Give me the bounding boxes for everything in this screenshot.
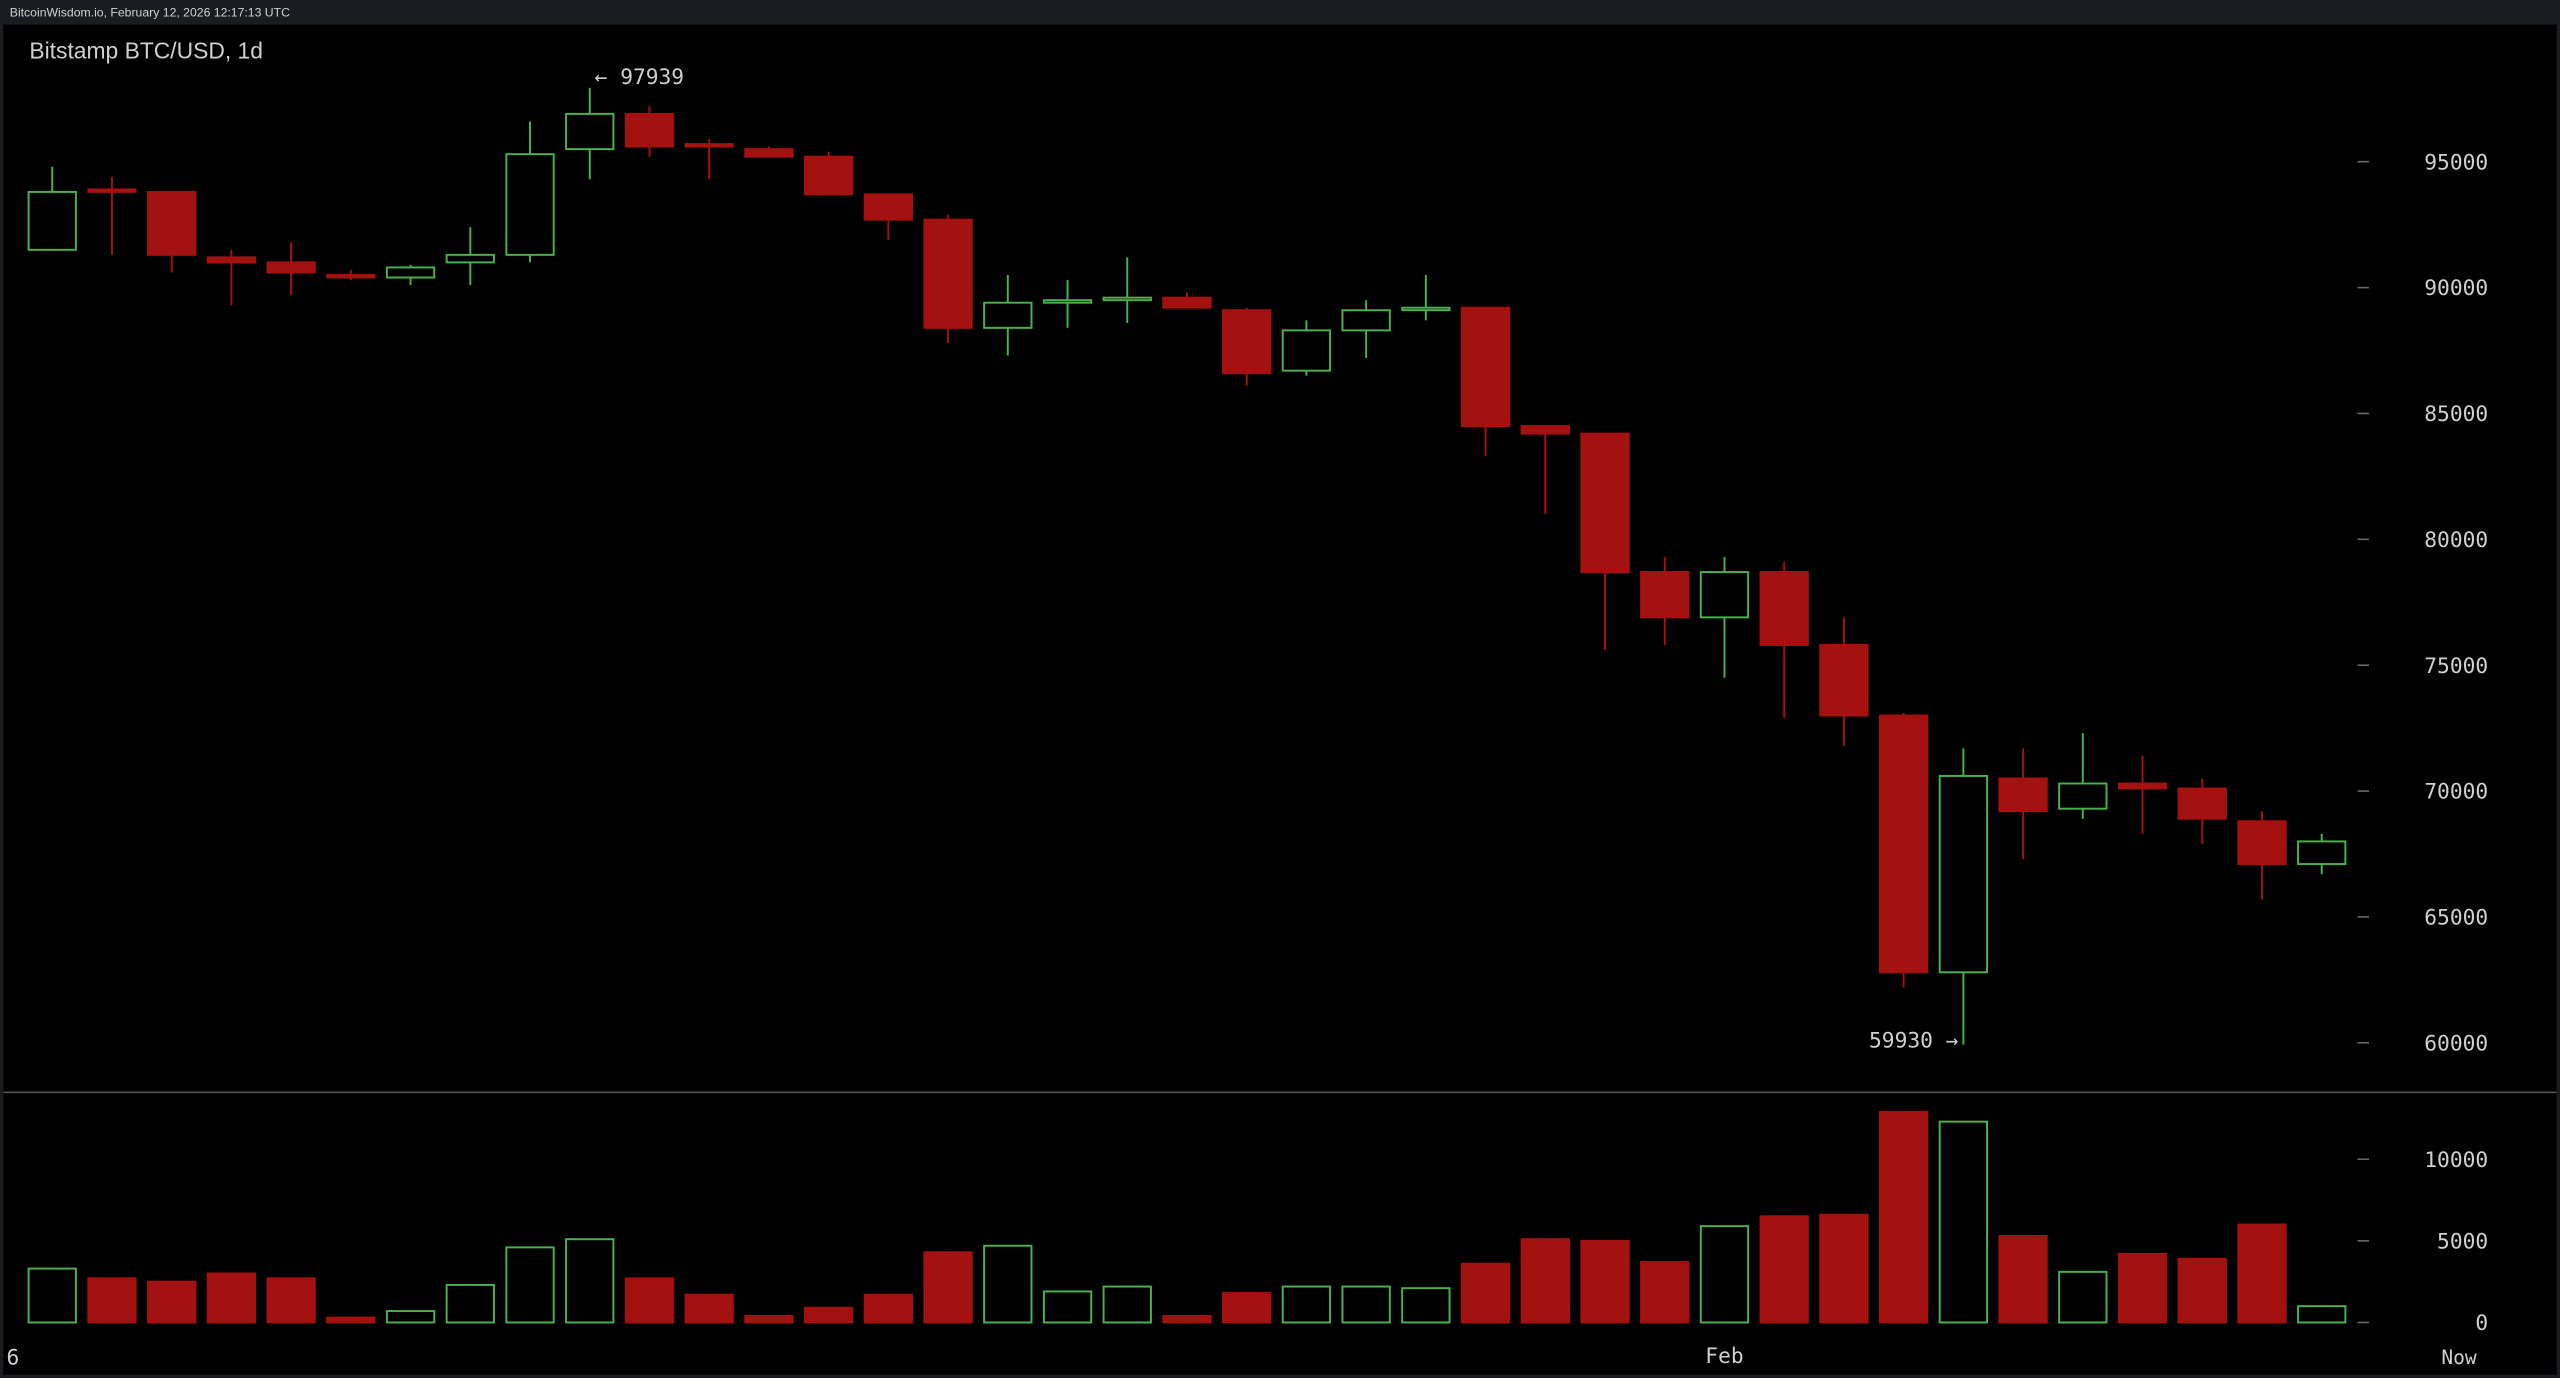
volume-bar	[1699, 1225, 1750, 1324]
candle-body	[2177, 787, 2227, 820]
volume-bar	[1938, 1120, 1989, 1324]
volume-bar	[206, 1272, 257, 1324]
volume-bar	[2117, 1252, 2168, 1324]
candle-body	[1102, 296, 1152, 302]
volume-bar	[326, 1316, 376, 1324]
header: BitcoinWisdom.io, February 12, 2026 12:1…	[10, 5, 290, 19]
volume-bar	[1878, 1110, 1929, 1324]
candle-body	[1759, 571, 1809, 647]
volume-bar	[1102, 1285, 1152, 1324]
low-annotation: 59930 →	[1869, 1028, 1959, 1053]
volume-bar	[565, 1238, 615, 1324]
candle-body	[1222, 309, 1272, 375]
volume-bar	[27, 1267, 77, 1324]
candle-body	[863, 193, 914, 221]
y-tick-label: 95000	[2424, 150, 2488, 175]
volume-bar	[803, 1306, 854, 1324]
volume-bar	[385, 1310, 436, 1324]
candle-body	[1042, 299, 1093, 304]
candle-body	[206, 256, 257, 264]
candle-body	[1162, 296, 1212, 309]
volume-bar	[983, 1244, 1033, 1324]
volume-bar	[2237, 1223, 2287, 1324]
y-tick-label: 90000	[2424, 276, 2488, 301]
volume-bar	[744, 1314, 794, 1324]
volume-bar	[147, 1280, 197, 1324]
candle-body	[326, 274, 376, 279]
candle-body	[1640, 571, 1690, 619]
volume-bar	[1819, 1213, 1869, 1324]
candle-body	[803, 155, 854, 196]
candle-body	[565, 112, 615, 151]
volume-bar	[1341, 1285, 1391, 1324]
candle-body	[1520, 425, 1570, 435]
y-tick-label: 80000	[2424, 528, 2488, 553]
volume-bar	[87, 1277, 137, 1324]
x-end-label: Now	[2441, 1346, 2477, 1369]
candle-body	[1938, 774, 1989, 974]
volume-tick-label: 5000	[2437, 1229, 2488, 1254]
volume-bar	[1640, 1261, 1690, 1324]
volume-bar	[2177, 1257, 2227, 1324]
volume-tick-label: 0	[2475, 1311, 2488, 1336]
candle-body	[445, 253, 495, 264]
x-start-label: 6	[7, 1345, 20, 1370]
candle-body	[266, 261, 316, 274]
volume-bar	[266, 1277, 316, 1324]
y-tick-label: 65000	[2424, 906, 2488, 931]
y-tick-label: 70000	[2424, 780, 2488, 805]
plot-background	[3, 24, 2557, 1375]
candle-body	[505, 153, 555, 256]
candle-body	[1819, 644, 1869, 717]
volume-bar	[505, 1246, 555, 1324]
candle-body	[1699, 571, 1750, 619]
volume-bar	[1580, 1239, 1630, 1324]
candle-body	[385, 266, 436, 279]
volume-bar	[1401, 1287, 1451, 1324]
y-tick-label: 75000	[2424, 654, 2488, 679]
x-tick-label: Feb	[1705, 1344, 1743, 1369]
volume-bar	[684, 1293, 734, 1324]
volume-bar	[445, 1283, 495, 1324]
candle-body	[923, 218, 973, 329]
high-annotation: ← 97939	[595, 65, 684, 90]
volume-bar	[2058, 1270, 2108, 1324]
candle-body	[2237, 820, 2287, 866]
candle-body	[1460, 306, 1511, 428]
candle-body	[1878, 714, 1929, 974]
candle-body	[2297, 840, 2347, 866]
volume-bar	[624, 1277, 675, 1324]
volume-bar	[1162, 1314, 1212, 1324]
candle-body	[1580, 432, 1630, 574]
candle-body	[147, 190, 197, 256]
volume-tick-label: 10000	[2424, 1148, 2488, 1173]
y-tick-label: 60000	[2424, 1031, 2488, 1056]
candle-body	[624, 112, 675, 148]
volume-bar	[1042, 1290, 1093, 1324]
volume-bar	[1460, 1262, 1511, 1324]
volume-bar	[1520, 1238, 1570, 1324]
candle-body	[2058, 782, 2108, 810]
candle-body	[1401, 306, 1451, 312]
candle-body	[2117, 782, 2168, 790]
chart-title: Bitstamp BTC/USD, 1d	[29, 37, 263, 63]
volume-bar	[2297, 1305, 2347, 1324]
candle-body	[684, 143, 734, 148]
candle-body	[87, 188, 137, 193]
volume-bar	[1759, 1215, 1809, 1324]
volume-bar	[1281, 1285, 1332, 1324]
candle-body	[1281, 329, 1332, 372]
candle-body	[744, 148, 794, 158]
volume-bar	[1998, 1234, 2048, 1324]
volume-bar	[863, 1293, 914, 1324]
y-tick-label: 85000	[2424, 402, 2488, 427]
volume-bar	[1222, 1292, 1272, 1324]
candle-body	[27, 190, 77, 251]
candle-body	[1341, 309, 1391, 332]
candle-body	[1998, 777, 2048, 813]
volume-bar	[923, 1251, 973, 1324]
candle-body	[983, 301, 1033, 329]
